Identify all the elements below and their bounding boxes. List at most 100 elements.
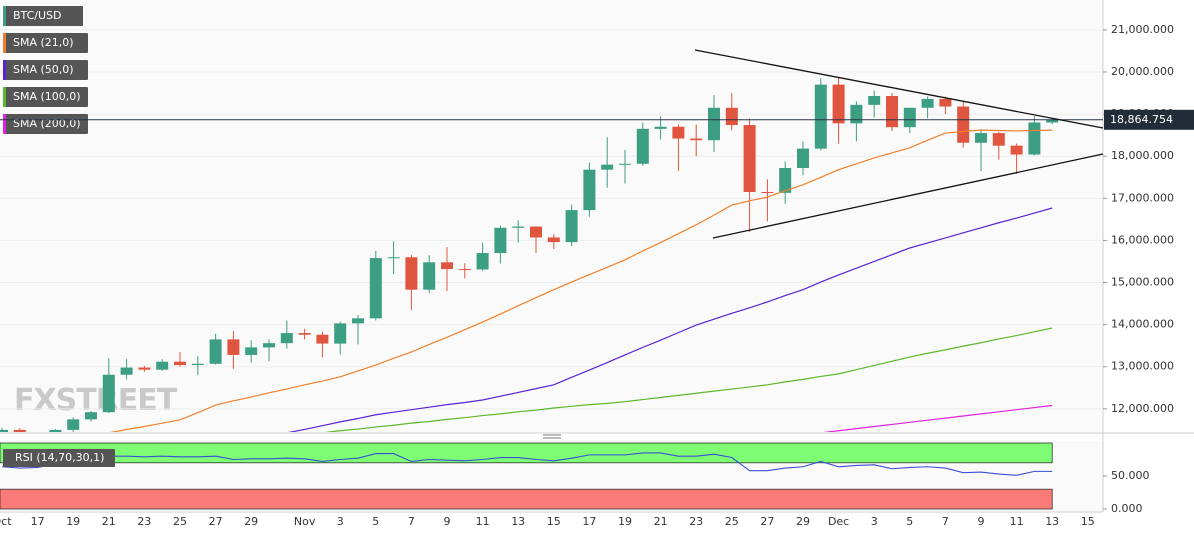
candle-body (245, 347, 258, 355)
x-tick-label: 13 (511, 515, 525, 528)
candle-body (0, 429, 8, 432)
x-tick-label: 29 (796, 515, 810, 528)
rsi-band (0, 442, 1053, 464)
candle-body (280, 333, 293, 344)
candle-body (49, 429, 62, 432)
x-tick-label: 15 (1081, 515, 1095, 528)
candle-body (601, 164, 614, 170)
y-tick-label: 15,000.000 (1111, 276, 1174, 289)
legend-label: SMA (21,0) (13, 36, 74, 49)
candle-body (921, 98, 934, 108)
y-tick-label: 13,000.000 (1111, 360, 1174, 373)
candle-body (1028, 122, 1041, 155)
candle-body (992, 133, 1005, 146)
candle-body (13, 429, 26, 432)
sma-line (288, 207, 1053, 432)
x-tick-label: Oct (0, 515, 12, 528)
candle-body (743, 125, 756, 192)
candle-body (512, 226, 525, 228)
trendline (712, 153, 1104, 239)
candle-body (690, 138, 703, 141)
candle-body (191, 363, 204, 366)
candle-body (494, 227, 507, 254)
candle-body (387, 257, 400, 259)
candle-body (85, 412, 97, 420)
x-tick-label: 11 (476, 515, 490, 528)
x-tick-label: 29 (244, 515, 258, 528)
x-tick-label: 17 (582, 515, 596, 528)
candle-body (423, 262, 436, 290)
legend-label: RSI (14,70,30,1) (15, 451, 104, 464)
x-tick-label: 19 (66, 515, 80, 528)
x-tick-label: 21 (654, 515, 668, 528)
candle-body (209, 339, 222, 364)
candle-body (957, 106, 970, 143)
candle-body (868, 96, 881, 105)
legend-swatch (3, 6, 6, 26)
last-price-label: 18,864.754 (1110, 113, 1173, 126)
x-tick-label: Nov (294, 515, 316, 528)
candle-body (32, 435, 44, 437)
x-tick-label: 3 (337, 515, 344, 528)
x-tick-label: 27 (209, 515, 223, 528)
candle-body (174, 361, 186, 366)
candle-body (832, 84, 845, 124)
x-tick-label: 7 (408, 515, 415, 528)
legend-box (3, 114, 88, 134)
legend-swatch (3, 114, 6, 134)
y-tick-label: 14,000.000 (1111, 318, 1174, 331)
legend-swatch (3, 60, 6, 80)
legend-swatch (3, 33, 6, 53)
candle-body (156, 361, 169, 370)
legend-box (3, 60, 88, 80)
candle-body (227, 339, 240, 355)
sma-line (324, 327, 1053, 432)
x-tick-label: 25 (725, 515, 739, 528)
divider-handle[interactable] (543, 434, 561, 439)
candle-body (708, 107, 720, 141)
candle-body (761, 192, 774, 193)
rsi-band (0, 488, 1053, 510)
rsi-line (1, 452, 1053, 476)
candle-body (369, 258, 382, 319)
y-tick-label: 17,000.000 (1111, 191, 1174, 204)
candle-body (316, 334, 329, 344)
x-tick-label: 21 (102, 515, 116, 528)
x-tick-label: Dec (828, 515, 849, 528)
x-tick-label: 19 (618, 515, 632, 528)
candle-body (263, 343, 275, 348)
candle-body (138, 367, 151, 370)
candle-body (1010, 145, 1023, 155)
y-tick-label: 0.000 (1111, 502, 1143, 515)
candle-body (530, 226, 542, 238)
y-tick-label: 18,000.000 (1111, 149, 1174, 162)
candle-body (583, 169, 596, 211)
candle-body (405, 257, 418, 290)
legend-label: SMA (50,0) (13, 63, 74, 76)
x-tick-label: 3 (871, 515, 878, 528)
x-tick-label: 23 (689, 515, 703, 528)
candle-body (654, 126, 667, 129)
x-tick-label: 27 (760, 515, 774, 528)
sma-line (822, 404, 1053, 432)
x-tick-label: 11 (1010, 515, 1024, 528)
candle-body (1046, 119, 1059, 123)
candle-body (672, 126, 685, 139)
x-tick-label: 17 (31, 515, 45, 528)
x-tick-label: 9 (978, 515, 985, 528)
candle-body (886, 96, 898, 128)
candle-body (903, 107, 916, 128)
candle-body (850, 104, 863, 124)
y-tick-label: 12,000.000 (1111, 402, 1174, 415)
legend-label: SMA (100,0) (13, 90, 81, 103)
candle-body (636, 128, 649, 164)
candle-body (298, 333, 311, 335)
legend-label: BTC/USD (13, 9, 62, 22)
candle-body (458, 269, 471, 271)
candle-body (547, 237, 560, 243)
trendline (694, 49, 1104, 129)
candle-body (441, 262, 453, 270)
y-tick-label: 21,000.000 (1111, 23, 1174, 36)
